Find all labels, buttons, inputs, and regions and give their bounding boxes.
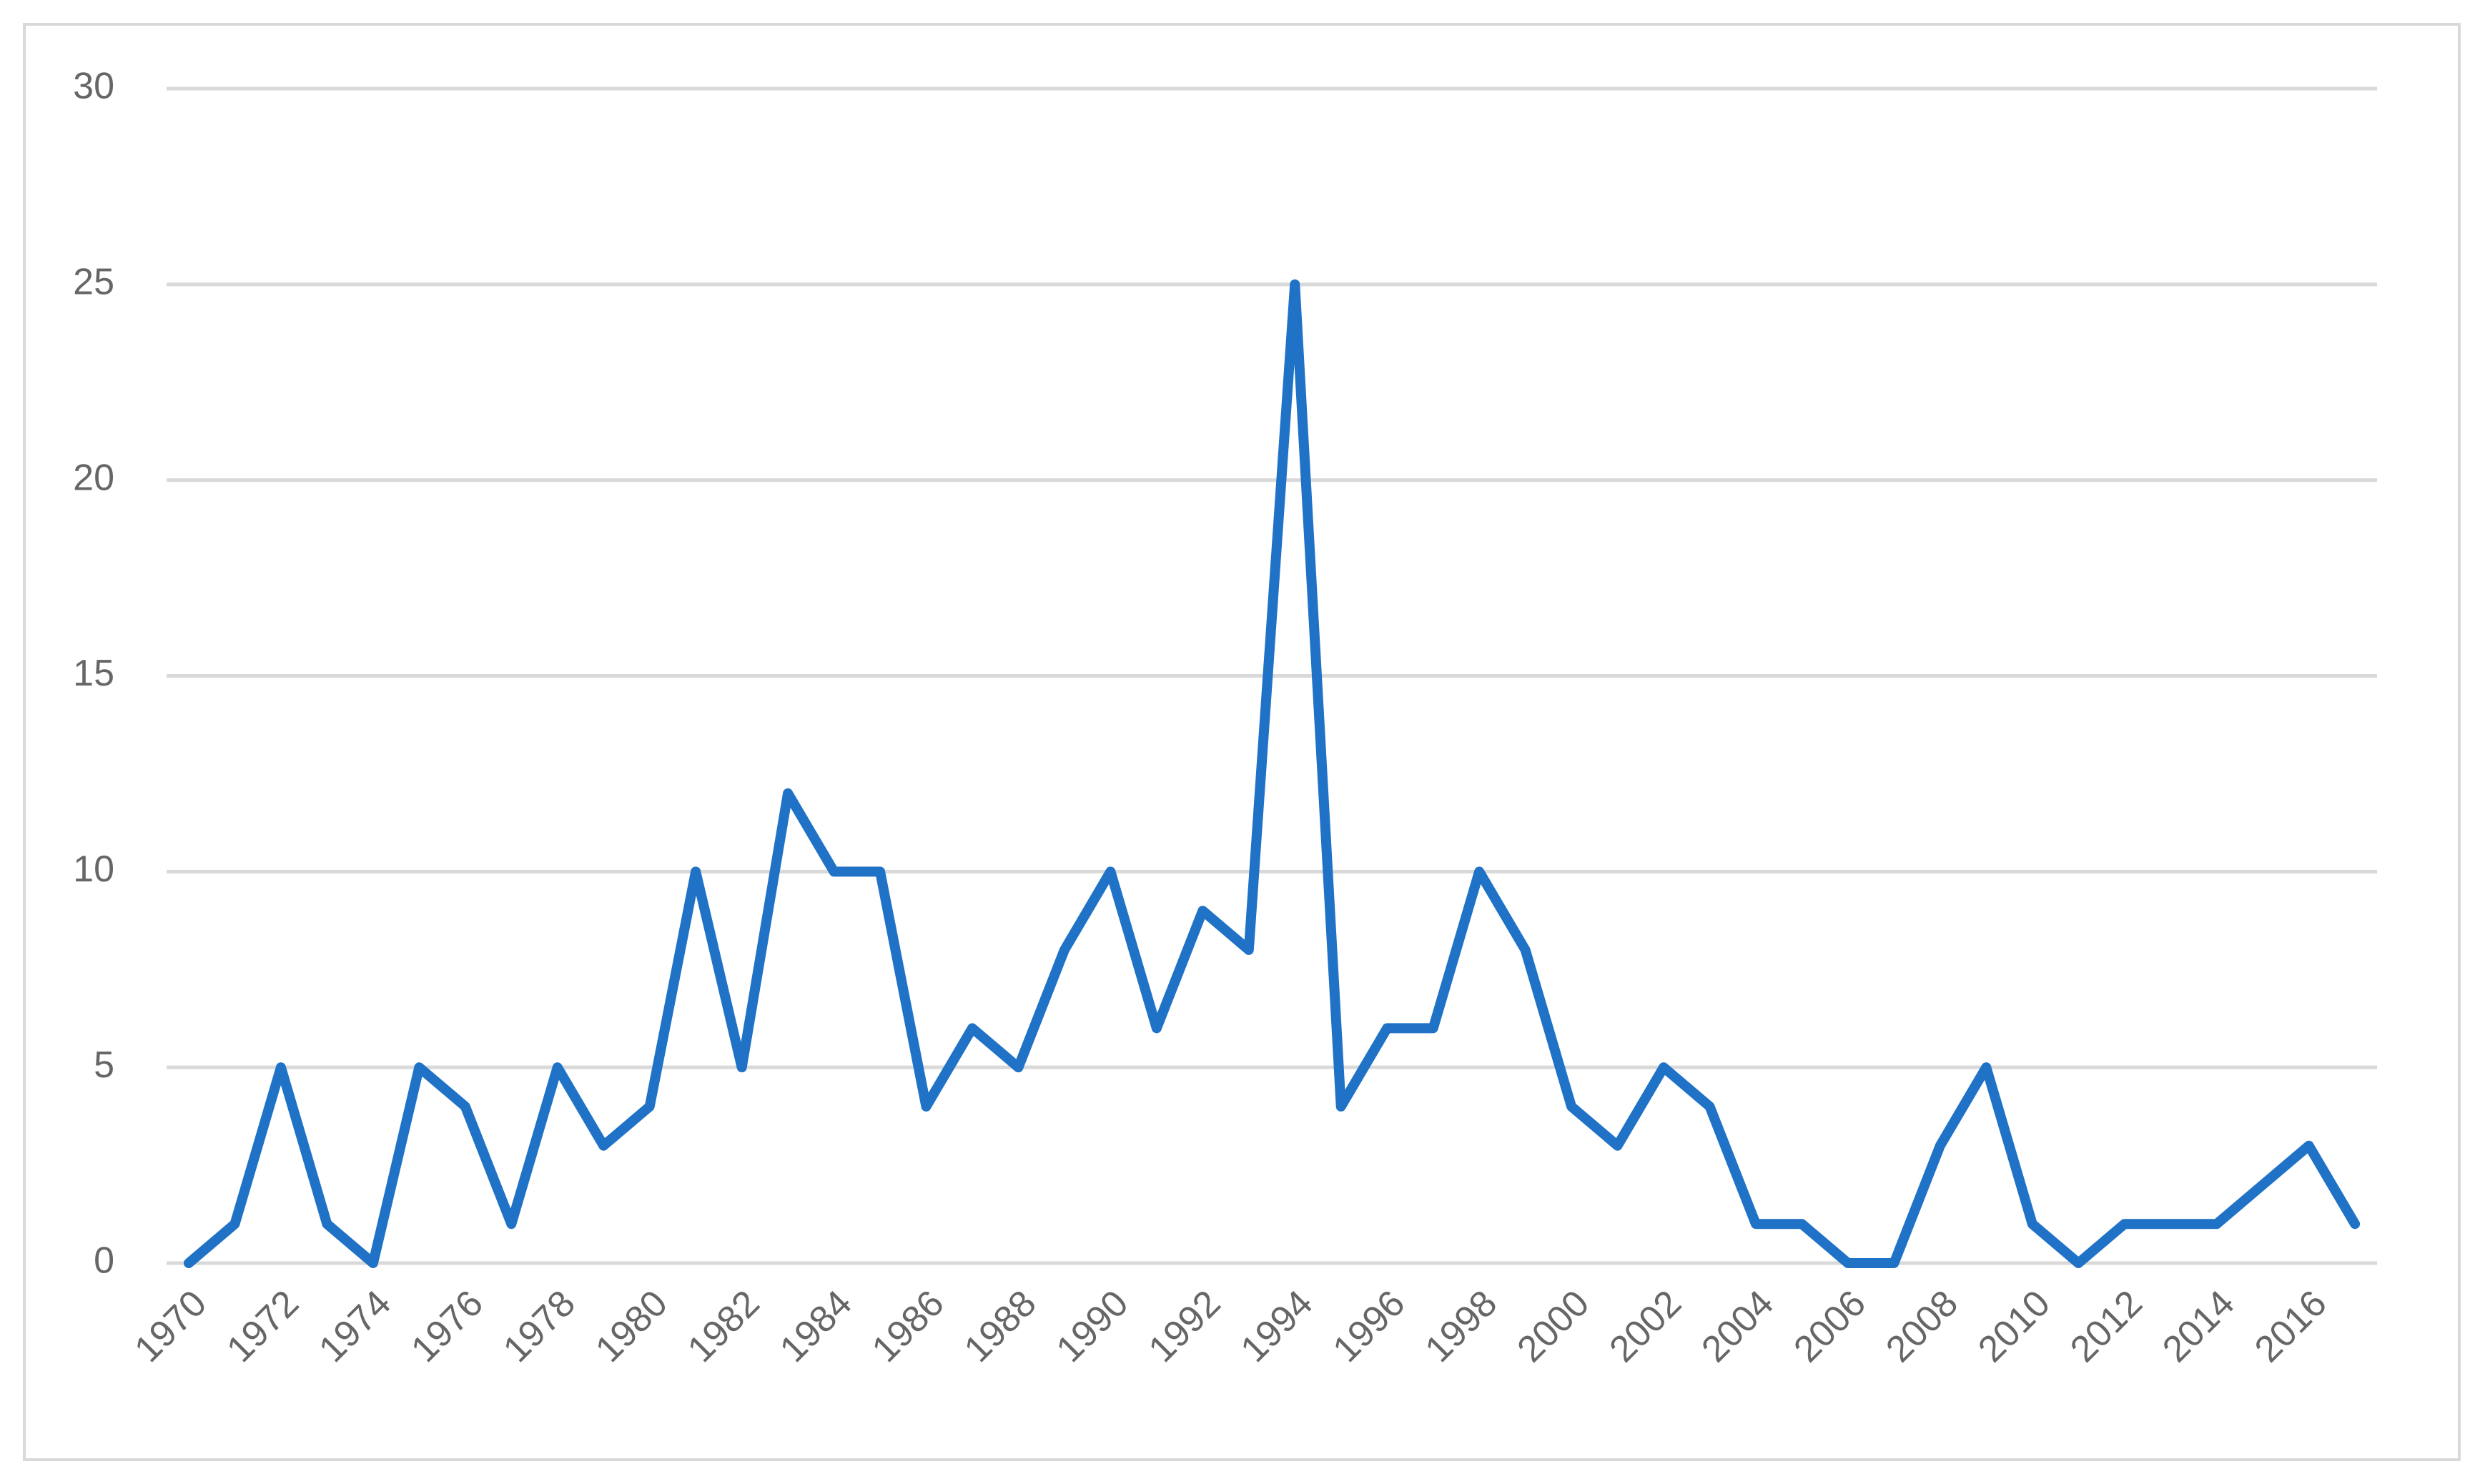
y-tick-label: 15	[73, 653, 114, 694]
data-line	[184, 279, 2361, 1268]
y-tick-label: 10	[73, 849, 114, 890]
y-tick-label: 20	[73, 457, 114, 498]
y-tick-label: 0	[94, 1240, 114, 1282]
y-tick-label: 30	[73, 66, 114, 107]
chart-border	[23, 23, 2461, 1461]
y-tick-label: 25	[73, 262, 114, 303]
y-tick-label: 5	[94, 1044, 114, 1086]
